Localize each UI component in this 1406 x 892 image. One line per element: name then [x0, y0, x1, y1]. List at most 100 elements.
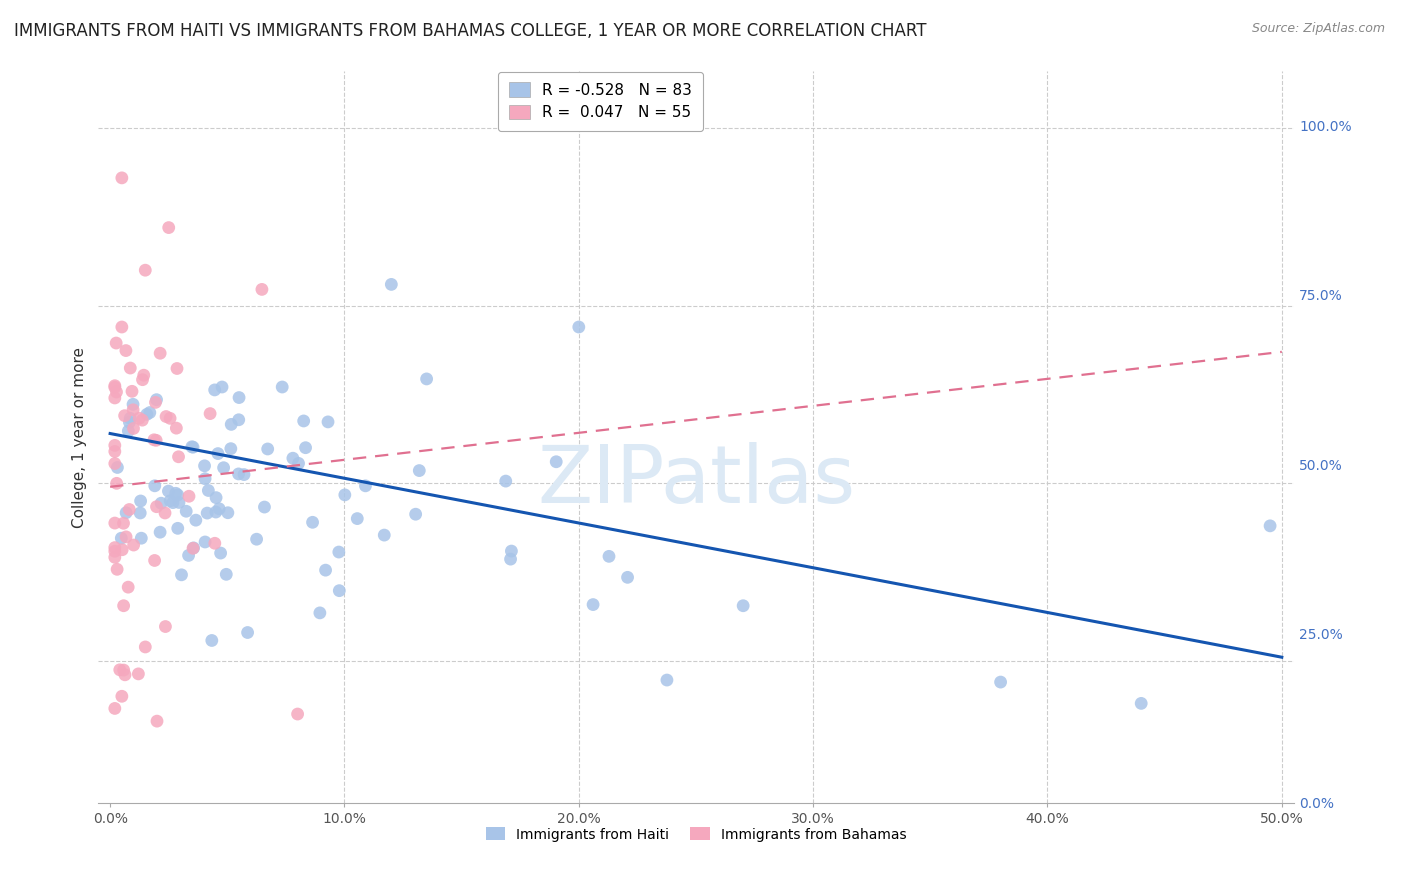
Point — [143, 479, 166, 493]
Point — [165, 421, 187, 435]
Point — [180, 440, 202, 454]
Text: ZIPatlas: ZIPatlas — [537, 442, 855, 520]
Point — [183, 541, 205, 555]
Point — [105, 384, 128, 399]
Point — [120, 411, 142, 425]
Point — [1258, 519, 1281, 533]
Point — [415, 372, 437, 386]
Legend: Immigrants from Haiti, Immigrants from Bahamas: Immigrants from Haiti, Immigrants from B… — [479, 822, 912, 847]
Point — [104, 380, 127, 394]
Point — [115, 506, 138, 520]
Point — [197, 483, 219, 498]
Point — [217, 506, 239, 520]
Point — [194, 535, 217, 549]
Point — [114, 668, 136, 682]
Point — [153, 506, 176, 520]
Point — [219, 417, 242, 432]
Point — [118, 415, 141, 429]
Point — [181, 440, 204, 454]
Point — [105, 336, 128, 351]
Point — [256, 442, 278, 456]
Point — [209, 546, 232, 560]
Point — [228, 391, 250, 405]
Point — [155, 619, 177, 633]
Point — [105, 476, 128, 491]
Point — [228, 413, 250, 427]
Point — [104, 516, 127, 530]
Point — [122, 402, 145, 417]
Point — [145, 500, 167, 514]
Point — [177, 549, 200, 563]
Point — [128, 411, 150, 425]
Point — [582, 598, 605, 612]
Point — [233, 467, 256, 482]
Point — [121, 384, 143, 399]
Point — [104, 701, 127, 715]
Point — [104, 541, 127, 555]
Point — [208, 501, 231, 516]
Point — [127, 666, 149, 681]
Point — [115, 530, 138, 544]
Point — [177, 489, 200, 503]
Point — [281, 451, 304, 466]
Point — [122, 397, 145, 411]
Point — [990, 675, 1012, 690]
Point — [145, 434, 167, 448]
Point — [166, 488, 188, 502]
Point — [162, 495, 184, 509]
Point — [271, 380, 294, 394]
Point — [111, 690, 134, 704]
Point — [174, 504, 197, 518]
Point — [495, 474, 517, 488]
Point — [131, 413, 153, 427]
Point — [212, 460, 235, 475]
Point — [166, 361, 188, 376]
Point — [146, 714, 169, 728]
Point — [328, 545, 350, 559]
Point — [287, 706, 309, 721]
Point — [104, 378, 127, 392]
Point — [117, 424, 139, 438]
Point — [120, 361, 142, 376]
Point — [104, 438, 127, 452]
Point — [380, 277, 402, 292]
Point — [193, 458, 215, 473]
Point — [309, 606, 332, 620]
Point — [236, 625, 259, 640]
Point — [104, 444, 127, 458]
Point — [108, 663, 131, 677]
Point — [246, 532, 269, 546]
Point — [184, 513, 207, 527]
Point — [145, 392, 167, 407]
Point — [145, 395, 167, 409]
Point — [198, 407, 221, 421]
Point — [301, 516, 323, 530]
Point — [373, 528, 395, 542]
Point — [228, 467, 250, 481]
Point — [143, 553, 166, 567]
Point — [105, 460, 128, 475]
Point — [104, 550, 127, 565]
Point — [129, 506, 152, 520]
Point — [122, 538, 145, 552]
Point — [111, 320, 134, 334]
Point — [207, 447, 229, 461]
Point — [568, 320, 591, 334]
Text: IMMIGRANTS FROM HAITI VS IMMIGRANTS FROM BAHAMAS COLLEGE, 1 YEAR OR MORE CORRELA: IMMIGRANTS FROM HAITI VS IMMIGRANTS FROM… — [14, 22, 927, 40]
Point — [250, 282, 273, 296]
Point — [294, 441, 316, 455]
Point — [408, 464, 430, 478]
Point — [167, 495, 190, 509]
Point — [112, 599, 135, 613]
Y-axis label: College, 1 year or more: College, 1 year or more — [72, 347, 87, 527]
Point — [143, 433, 166, 447]
Point — [149, 525, 172, 540]
Point — [316, 415, 339, 429]
Point — [112, 663, 135, 677]
Point — [122, 421, 145, 435]
Point — [1130, 697, 1153, 711]
Point — [170, 567, 193, 582]
Point — [139, 405, 162, 419]
Point — [110, 531, 132, 545]
Point — [598, 549, 620, 564]
